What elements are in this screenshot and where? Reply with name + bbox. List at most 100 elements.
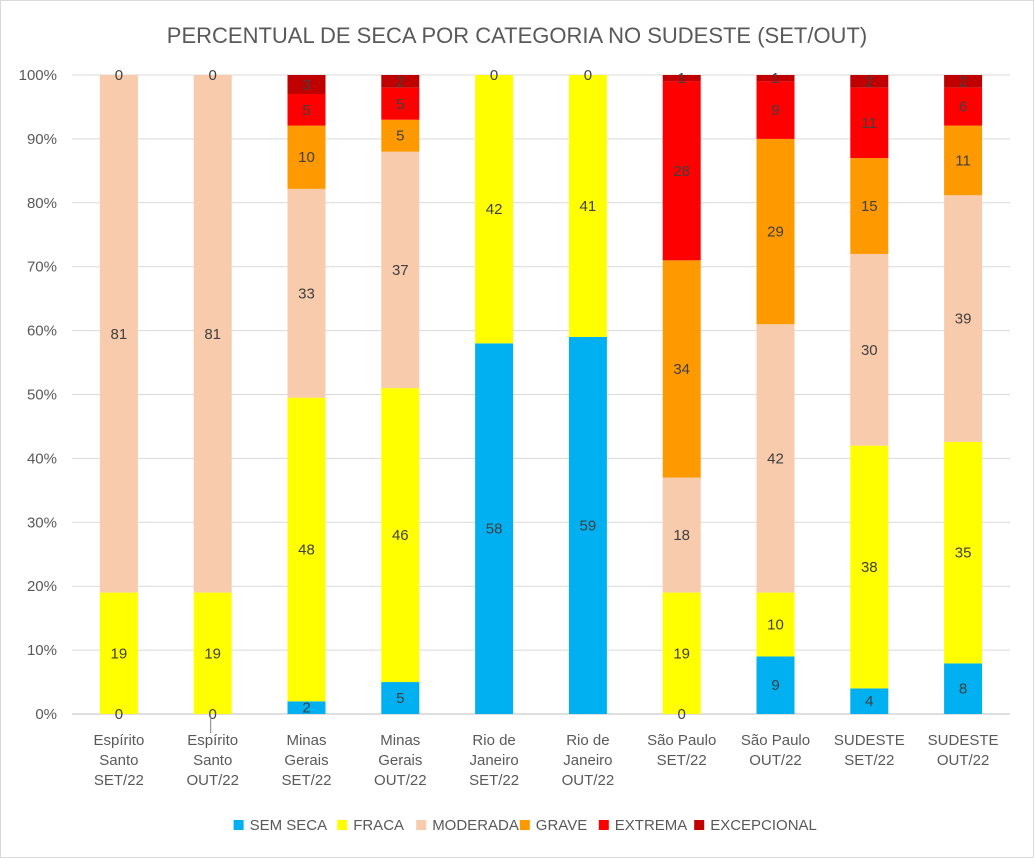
bar-segment xyxy=(381,682,420,714)
data-label: 18 xyxy=(673,527,690,544)
bar-segment xyxy=(944,125,983,196)
data-label: 28 xyxy=(673,163,690,180)
data-label: 4 xyxy=(865,693,873,710)
bar-segment xyxy=(662,592,701,714)
bar-segment xyxy=(944,195,983,442)
bar-segment xyxy=(99,75,138,593)
data-label: 59 xyxy=(580,517,597,534)
x-tick-label: OUT/22 xyxy=(186,772,239,789)
x-tick-label: SUDESTE xyxy=(834,732,905,749)
y-tick-label: 90% xyxy=(27,131,57,148)
x-tick-label: Minas xyxy=(286,732,326,749)
x-tick-label: Santo xyxy=(193,752,232,769)
bar-segment xyxy=(850,253,889,446)
bar-segment xyxy=(287,188,326,398)
bars xyxy=(99,75,983,714)
data-label: 29 xyxy=(767,224,784,241)
data-label: 58 xyxy=(486,521,503,538)
x-tick-label: SET/22 xyxy=(281,772,331,789)
bar-segment xyxy=(381,87,420,120)
bar-segment xyxy=(756,75,795,82)
legend-entry: SEM SECA xyxy=(250,817,328,834)
y-tick-label: 60% xyxy=(27,323,57,340)
data-label: 19 xyxy=(673,645,690,662)
x-tick-label: SET/22 xyxy=(657,752,707,769)
data-label: 30 xyxy=(861,342,878,359)
x-tick-label: Santo xyxy=(99,752,138,769)
bar-segment xyxy=(850,87,889,159)
data-label: 0 xyxy=(584,67,592,84)
chart-title: PERCENTUAL DE SECA POR CATEGORIA NO SUDE… xyxy=(167,23,867,48)
legend-swatch xyxy=(233,820,244,830)
bar-segment xyxy=(662,260,701,478)
data-label: 0 xyxy=(490,67,498,84)
data-label: 0 xyxy=(209,706,217,723)
bar-segment xyxy=(287,75,326,94)
x-tick-label: OUT/22 xyxy=(937,752,990,769)
data-label: 11 xyxy=(862,115,878,132)
x-tick-label: Espírito xyxy=(187,732,238,749)
bar-segment xyxy=(944,663,983,714)
y-tick-label: 50% xyxy=(27,387,57,404)
bar-segment xyxy=(475,75,514,344)
bar-segment xyxy=(287,125,326,189)
y-tick-label: 70% xyxy=(27,259,57,276)
data-label: 34 xyxy=(673,361,690,378)
x-tick-label: Janeiro xyxy=(563,752,612,769)
bar-segment xyxy=(756,138,795,325)
data-label: 39 xyxy=(955,311,972,328)
data-label: 10 xyxy=(298,149,315,166)
bar-segment xyxy=(944,87,983,126)
x-tick-label: Rio de xyxy=(566,732,609,749)
legend-swatch xyxy=(519,820,530,830)
bar-segment xyxy=(568,336,607,714)
y-tick-label: 10% xyxy=(27,642,57,659)
data-label: 0 xyxy=(115,706,123,723)
legend-swatch xyxy=(598,820,609,830)
x-tick-label: Gerais xyxy=(378,752,422,769)
legend-swatch xyxy=(694,820,705,830)
x-axis: Espírito Santo SET/22 Espírito Santo OUT/22 Mi… xyxy=(93,716,999,789)
data-label: 9 xyxy=(771,102,779,119)
x-tick-label: Gerais xyxy=(284,752,328,769)
x-tick-label: São Paulo xyxy=(741,732,810,749)
data-label: 38 xyxy=(861,559,878,576)
data-label: 9 xyxy=(771,677,779,694)
bar-segment xyxy=(756,592,795,657)
legend-entry: EXTREMA xyxy=(615,817,688,834)
data-label: 81 xyxy=(111,326,128,343)
data-label: 11 xyxy=(955,152,971,169)
bar-segment xyxy=(850,75,889,88)
bar-segment xyxy=(756,656,795,714)
data-label: 42 xyxy=(486,201,503,218)
y-axis-ticks: 0% 10% 20% 30% 40% 50% 60% 70% 80% 90% 100% xyxy=(19,67,57,723)
data-label: 33 xyxy=(298,285,315,302)
legend-swatch xyxy=(416,820,427,830)
data-label: 81 xyxy=(204,326,221,343)
bar-segment xyxy=(568,75,607,337)
data-label: 48 xyxy=(298,542,315,559)
y-tick-label: 30% xyxy=(27,514,57,531)
x-tick-label: OUT/22 xyxy=(562,772,615,789)
x-tick-label: SET/22 xyxy=(94,772,144,789)
bar-segment xyxy=(381,119,420,152)
data-label: 5 xyxy=(302,102,310,119)
bar-segment xyxy=(944,75,983,88)
data-label: 15 xyxy=(861,198,878,215)
y-tick-label: 100% xyxy=(19,67,57,84)
data-label: 2 xyxy=(396,73,404,90)
bar-segment xyxy=(662,75,701,82)
bar-segment xyxy=(381,151,420,389)
data-label: 46 xyxy=(392,527,409,544)
x-tick-label: OUT/22 xyxy=(749,752,802,769)
data-labels: 0198100198102483310535463755258420594100… xyxy=(111,67,972,723)
data-label: 35 xyxy=(955,545,972,562)
data-label: 19 xyxy=(204,645,221,662)
bar-segment xyxy=(850,688,889,714)
bar-segment xyxy=(193,75,232,593)
bar-segment xyxy=(756,81,795,139)
data-label: 19 xyxy=(111,645,128,662)
legend-entry: EXCEPCIONAL xyxy=(710,817,817,834)
data-label: 10 xyxy=(767,617,784,634)
